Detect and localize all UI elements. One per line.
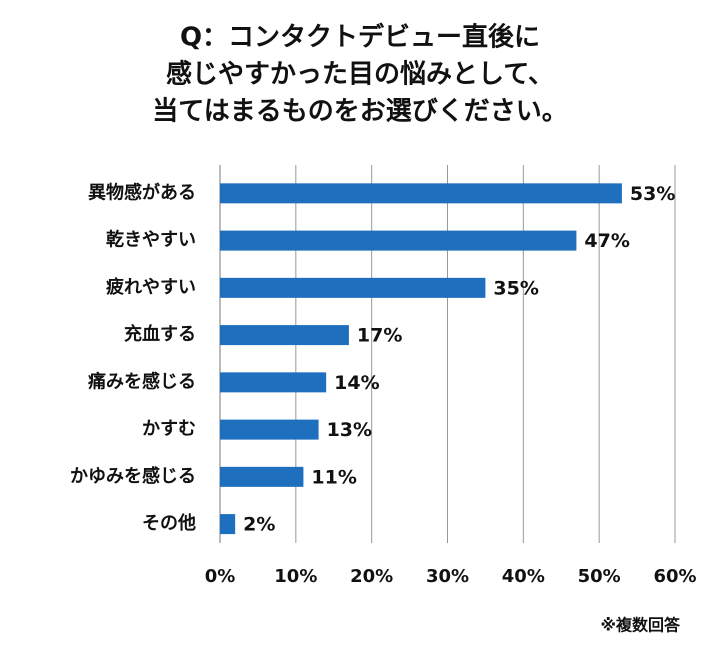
x-tick-label: 40% xyxy=(502,566,545,587)
chart-title: 当てはまるものをお選びください。 xyxy=(152,97,567,127)
bar xyxy=(220,466,304,487)
bar xyxy=(220,277,486,298)
bar xyxy=(220,325,349,346)
x-tick-label: 50% xyxy=(578,566,621,587)
x-tick-label: 30% xyxy=(426,566,469,587)
y-tick-label: かゆみを感じる xyxy=(70,465,196,487)
value-label: 2% xyxy=(243,514,275,536)
footnote: ※複数回答 xyxy=(600,616,681,635)
x-tick-label: 0% xyxy=(205,566,236,587)
x-tick-label: 60% xyxy=(653,566,696,587)
y-tick-label: 痛みを感じる xyxy=(88,370,196,392)
x-tick-label: 10% xyxy=(274,566,317,587)
bar xyxy=(220,372,327,393)
value-label: 35% xyxy=(493,277,538,299)
chart-title: Q：コンタクトデビュー直後に xyxy=(180,22,540,53)
y-tick-label: 充血する xyxy=(124,323,196,345)
y-tick-label: 疲れやすい xyxy=(106,276,196,298)
bar xyxy=(220,230,577,251)
y-tick-label: かすむ xyxy=(142,419,196,440)
value-label: 14% xyxy=(334,372,379,394)
value-label: 53% xyxy=(630,183,675,205)
bar xyxy=(220,419,319,440)
y-tick-label: 異物感がある xyxy=(88,181,196,203)
chart-title: 感じやすかった目の悩みとして、 xyxy=(166,60,554,90)
y-tick-label: その他 xyxy=(142,512,196,534)
value-label: 11% xyxy=(311,466,356,488)
y-tick-label: 乾きやすい xyxy=(106,229,196,251)
value-label: 17% xyxy=(357,325,402,347)
bar xyxy=(220,514,236,535)
bar xyxy=(220,183,622,204)
value-label: 13% xyxy=(327,419,372,441)
value-label: 47% xyxy=(584,230,629,252)
x-tick-label: 20% xyxy=(350,566,393,587)
